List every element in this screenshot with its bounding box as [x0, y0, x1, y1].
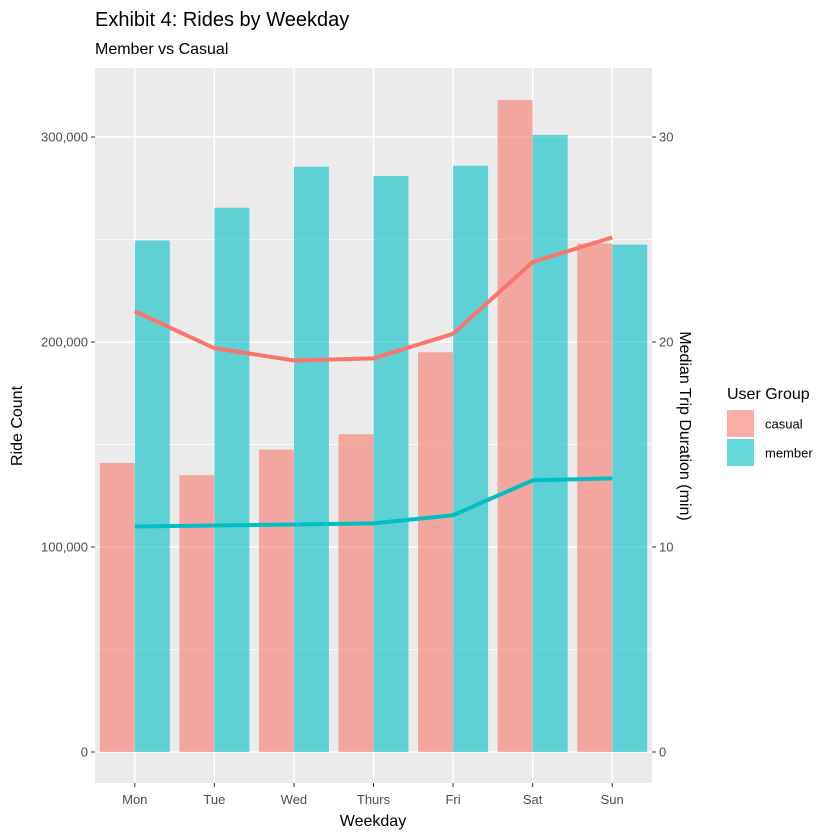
chart-title: Exhibit 4: Rides by Weekday — [95, 9, 349, 31]
bar-member-thurs — [373, 175, 409, 752]
y-tick-label: 0 — [81, 745, 88, 760]
bar-member-sat — [532, 134, 568, 752]
duration-lines — [133, 235, 613, 529]
bar-member-tue — [214, 207, 250, 753]
y2-tick-label: 30 — [659, 130, 673, 145]
x-axis-title: Weekday — [340, 813, 406, 830]
legend-key-member — [727, 439, 754, 466]
y2-tick-label: 10 — [659, 540, 673, 555]
chart-subtitle: Member vs Casual — [95, 41, 228, 58]
y-tick-label: 300,000 — [41, 130, 88, 145]
x-tick-label: Fri — [445, 792, 460, 807]
bar-casual-fri — [418, 352, 454, 752]
x-tick-label: Sun — [601, 792, 624, 807]
bar-casual-sun — [577, 243, 613, 752]
x-tick-label: Wed — [281, 792, 308, 807]
y2-tick-label: 0 — [659, 745, 666, 760]
y2-tick-label: 20 — [659, 335, 673, 350]
line-casual — [133, 235, 613, 363]
bar-member-sun — [612, 244, 648, 752]
y-axis-title: Ride Count — [9, 385, 26, 466]
axes: 0 100,000 200,000 300,000 0 10 20 30 Mon Tue Wed Th… — [41, 130, 673, 808]
x-tick-label: Sat — [523, 792, 543, 807]
legend-label-casual: casual — [765, 417, 803, 432]
legend-key-casual — [727, 410, 754, 437]
bar-member-fri — [453, 165, 489, 752]
x-tick-label: Tue — [203, 792, 225, 807]
legend-title: User Group — [727, 386, 810, 403]
y-tick-label: 100,000 — [41, 540, 88, 555]
bar-casual-mon — [99, 462, 135, 752]
legend-label-member: member — [765, 446, 813, 461]
x-tick-label: Mon — [122, 792, 147, 807]
bar-casual-sat — [497, 100, 533, 753]
bar-casual-tue — [179, 475, 215, 752]
bar-casual-wed — [258, 449, 294, 752]
y-tick-label: 200,000 — [41, 335, 88, 350]
x-tick-label: Thurs — [357, 792, 391, 807]
bar-member-wed — [293, 166, 329, 753]
line-member — [134, 476, 613, 529]
legend: User Group casual member — [727, 386, 813, 466]
bar-casual-thurs — [338, 434, 374, 752]
bars — [99, 100, 648, 753]
y2-axis-title: Median Trip Duration (min) — [676, 331, 693, 520]
